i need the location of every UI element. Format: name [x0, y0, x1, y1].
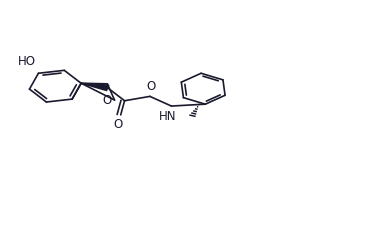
Text: O: O — [102, 94, 111, 107]
Text: HO: HO — [18, 55, 36, 68]
Text: O: O — [113, 118, 123, 131]
Text: HN: HN — [159, 110, 177, 123]
Polygon shape — [81, 83, 109, 91]
Text: O: O — [146, 80, 155, 93]
